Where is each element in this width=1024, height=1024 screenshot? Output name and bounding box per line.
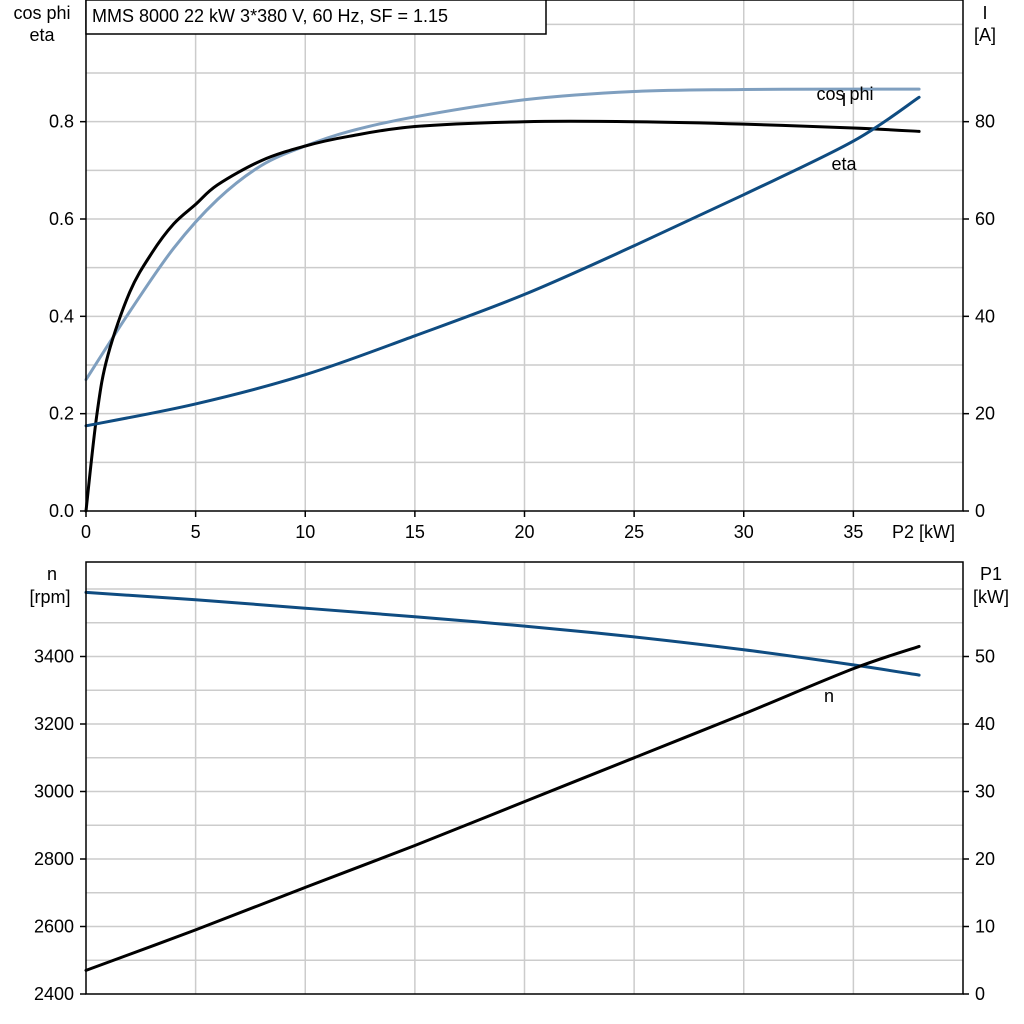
top-right-tick-label: 0 bbox=[975, 501, 985, 521]
top-x-tick-label: 5 bbox=[191, 522, 201, 542]
top-ticks: 0 5 10 15 20 25 30 35 0.0 0.2 0.4 0.6 0.8 0 20 40 60 80 bbox=[49, 112, 995, 542]
bottom-left-tick-label: 2600 bbox=[34, 917, 74, 937]
cos-phi-series-label: cos phi bbox=[816, 84, 873, 104]
top-left-tick-label: 0.2 bbox=[49, 404, 74, 424]
x-axis-label: P2 [kW] bbox=[892, 522, 955, 542]
bottom-left-tick-label: 3200 bbox=[34, 714, 74, 734]
top-panel: 0 5 10 15 20 25 30 35 0.0 0.2 0.4 0.6 0.8 0 20 40 60 80 c… bbox=[13, 0, 996, 542]
input-power-curve bbox=[84, 644, 921, 972]
bottom-right-tick-label: 50 bbox=[975, 647, 995, 667]
bottom-right-axis-label-1: P1 bbox=[980, 564, 1002, 584]
bottom-right-tick-label: 30 bbox=[975, 782, 995, 802]
top-x-tick-label: 0 bbox=[81, 522, 91, 542]
bottom-right-tick-label: 20 bbox=[975, 849, 995, 869]
top-curves bbox=[84, 87, 921, 513]
top-right-tick-label: 20 bbox=[975, 404, 995, 424]
top-right-tick-label: 40 bbox=[975, 306, 995, 326]
chart-title: MMS 8000 22 kW 3*380 V, 60 Hz, SF = 1.15 bbox=[92, 6, 448, 26]
top-left-tick-label: 0.6 bbox=[49, 209, 74, 229]
top-left-tick-label: 0.8 bbox=[49, 112, 74, 132]
bottom-grid bbox=[86, 562, 963, 994]
current-series-label: I bbox=[841, 90, 846, 110]
top-right-axis-label-1: I bbox=[982, 3, 987, 23]
top-left-axis-label-1: cos phi bbox=[13, 3, 70, 23]
top-right-tick-label: 60 bbox=[975, 209, 995, 229]
bottom-right-tick-label: 10 bbox=[975, 917, 995, 937]
speed-curve bbox=[84, 590, 921, 677]
top-left-tick-label: 0.4 bbox=[49, 306, 74, 326]
top-right-tick-label: 80 bbox=[975, 112, 995, 132]
bottom-left-tick-label: 2400 bbox=[34, 984, 74, 1004]
bottom-ticks: 2400 2600 2800 3000 3200 3400 0 10 20 30 40 50 bbox=[34, 647, 995, 1005]
top-x-tick-label: 10 bbox=[295, 522, 315, 542]
top-x-tick-label: 20 bbox=[514, 522, 534, 542]
bottom-right-axis-label-2: [kW] bbox=[973, 587, 1009, 607]
top-x-tick-label: 25 bbox=[624, 522, 644, 542]
eta-series-label: eta bbox=[831, 154, 857, 174]
cos-phi-curve bbox=[84, 87, 921, 382]
bottom-right-tick-label: 40 bbox=[975, 714, 995, 734]
top-x-tick-label: 35 bbox=[843, 522, 863, 542]
eta-curve bbox=[84, 119, 921, 513]
bottom-left-tick-label: 3000 bbox=[34, 782, 74, 802]
bottom-left-tick-label: 3400 bbox=[34, 647, 74, 667]
top-left-tick-label: 0.0 bbox=[49, 501, 74, 521]
top-grid bbox=[86, 0, 963, 511]
top-x-tick-label: 30 bbox=[734, 522, 754, 542]
top-x-tick-label: 15 bbox=[405, 522, 425, 542]
current-curve bbox=[84, 95, 921, 428]
bottom-left-axis-label-1: n bbox=[47, 564, 57, 584]
bottom-left-axis-label-2: [rpm] bbox=[29, 587, 70, 607]
speed-series-label: n bbox=[824, 686, 834, 706]
bottom-curves bbox=[84, 590, 921, 972]
top-left-axis-label-2: eta bbox=[29, 25, 55, 45]
bottom-panel: 2400 2600 2800 3000 3200 3400 0 10 20 30 40 50 n [r… bbox=[29, 561, 1009, 1005]
top-right-axis-label-2: [A] bbox=[974, 25, 996, 45]
title-box bbox=[85, 0, 547, 35]
bottom-right-tick-label: 0 bbox=[975, 984, 985, 1004]
bottom-left-tick-label: 2800 bbox=[34, 849, 74, 869]
bottom-plot-frame bbox=[85, 561, 964, 995]
